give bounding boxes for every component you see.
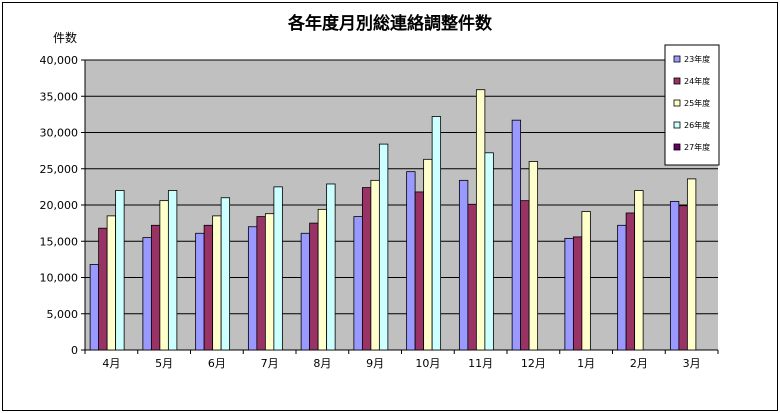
chart-title: 各年度月別総連絡調整件数 — [287, 13, 493, 34]
bar — [309, 222, 319, 351]
bar — [89, 264, 100, 351]
bar — [273, 186, 283, 351]
y-tick-label: 5,000 — [47, 308, 79, 321]
x-tick-label: 8月 — [313, 357, 331, 370]
bar — [264, 213, 275, 351]
bar — [159, 200, 169, 351]
bar — [212, 215, 222, 351]
bar — [256, 216, 266, 351]
bar — [106, 215, 117, 351]
bar — [528, 161, 539, 351]
bar — [678, 205, 688, 351]
bar — [511, 119, 522, 351]
bar — [634, 190, 644, 351]
bar — [423, 158, 433, 351]
bar — [520, 200, 530, 351]
x-tick-label: 5月 — [155, 357, 173, 370]
bar — [326, 183, 336, 351]
legend-label: 23年度 — [684, 54, 710, 64]
legend: 23年度 24年度 25年度 26年度 27年度 — [664, 44, 720, 166]
y-tick-label: 30,000 — [40, 127, 79, 140]
y-tick-label: 40,000 — [40, 54, 79, 67]
bar — [98, 227, 108, 351]
x-tick-label: 3月 — [683, 357, 701, 370]
bar — [317, 208, 328, 351]
x-tick-label: 1月 — [577, 357, 595, 370]
bar — [353, 216, 363, 351]
plot-area: 0 5,000 10,000 15,000 20,000 25,000 30,000 35,0… — [40, 54, 719, 370]
bar — [370, 179, 380, 351]
legend-swatch — [673, 121, 681, 129]
bar — [617, 224, 627, 351]
bar — [467, 203, 477, 351]
legend-swatch — [673, 77, 681, 85]
legend-swatch — [673, 99, 681, 107]
bar — [484, 152, 494, 351]
bar — [142, 237, 152, 351]
bar — [150, 224, 161, 351]
bar — [458, 179, 469, 351]
x-tick-label: 11月 — [468, 357, 493, 370]
y-tick-label: 15,000 — [40, 235, 79, 248]
x-tick-label: 9月 — [366, 357, 384, 370]
y-axis-label: 件数 — [53, 30, 77, 45]
bar — [300, 232, 311, 351]
bar — [203, 224, 214, 351]
bar — [378, 143, 389, 351]
bar — [220, 197, 231, 351]
bar — [414, 191, 425, 351]
legend-label: 25年度 — [684, 98, 710, 108]
bar — [115, 190, 125, 351]
legend-label: 26年度 — [684, 120, 710, 130]
bar — [475, 89, 486, 351]
bar — [572, 236, 583, 351]
x-tick-label: 7月 — [261, 357, 279, 370]
y-tick-label: 10,000 — [40, 272, 79, 285]
y-tick-label: 20,000 — [40, 199, 79, 212]
x-tick-label: 10月 — [415, 357, 440, 370]
x-tick-label: 12月 — [521, 357, 546, 370]
legend-swatch — [673, 55, 681, 63]
bar — [564, 237, 574, 351]
legend-swatch — [673, 143, 681, 151]
legend-label: 24年度 — [684, 76, 710, 86]
bar — [625, 212, 636, 351]
bar — [431, 116, 442, 351]
bar — [669, 200, 680, 351]
bar — [195, 232, 205, 351]
x-tick-label: 6月 — [208, 357, 226, 370]
legend-label: 27年度 — [684, 142, 710, 152]
x-tick-label: 4月 — [102, 357, 120, 370]
x-tick-label: 2月 — [630, 357, 648, 370]
y-tick-label: 35,000 — [40, 90, 79, 103]
bar — [686, 178, 697, 351]
y-tick-label: 25,000 — [40, 163, 79, 176]
bar — [581, 211, 591, 351]
bar — [247, 226, 258, 351]
y-tick-label: 0 — [71, 344, 78, 357]
bar — [406, 171, 416, 351]
bar — [361, 187, 372, 351]
bar — [167, 190, 178, 351]
